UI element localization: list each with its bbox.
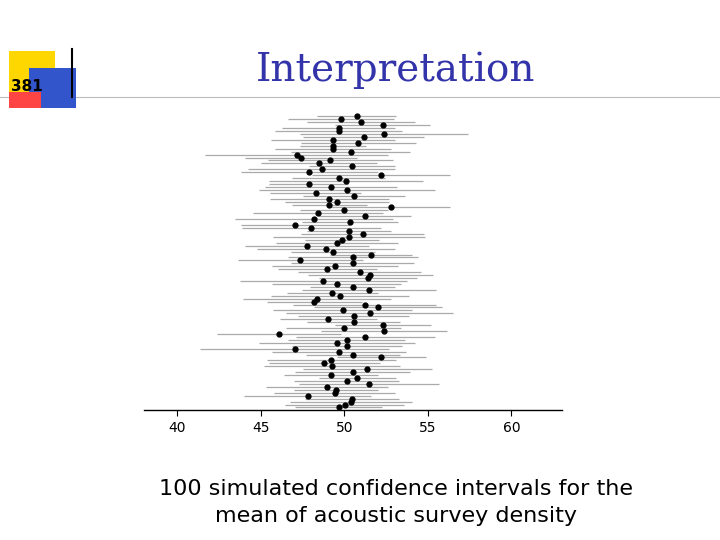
- Text: 381: 381: [12, 79, 43, 94]
- Text: mean of acoustic survey density: mean of acoustic survey density: [215, 505, 577, 526]
- Bar: [29, 68, 76, 108]
- Bar: [9, 92, 41, 108]
- Bar: [9, 51, 55, 92]
- Text: Interpretation: Interpretation: [256, 51, 536, 89]
- Text: 100 simulated confidence intervals for the: 100 simulated confidence intervals for t…: [159, 478, 633, 499]
